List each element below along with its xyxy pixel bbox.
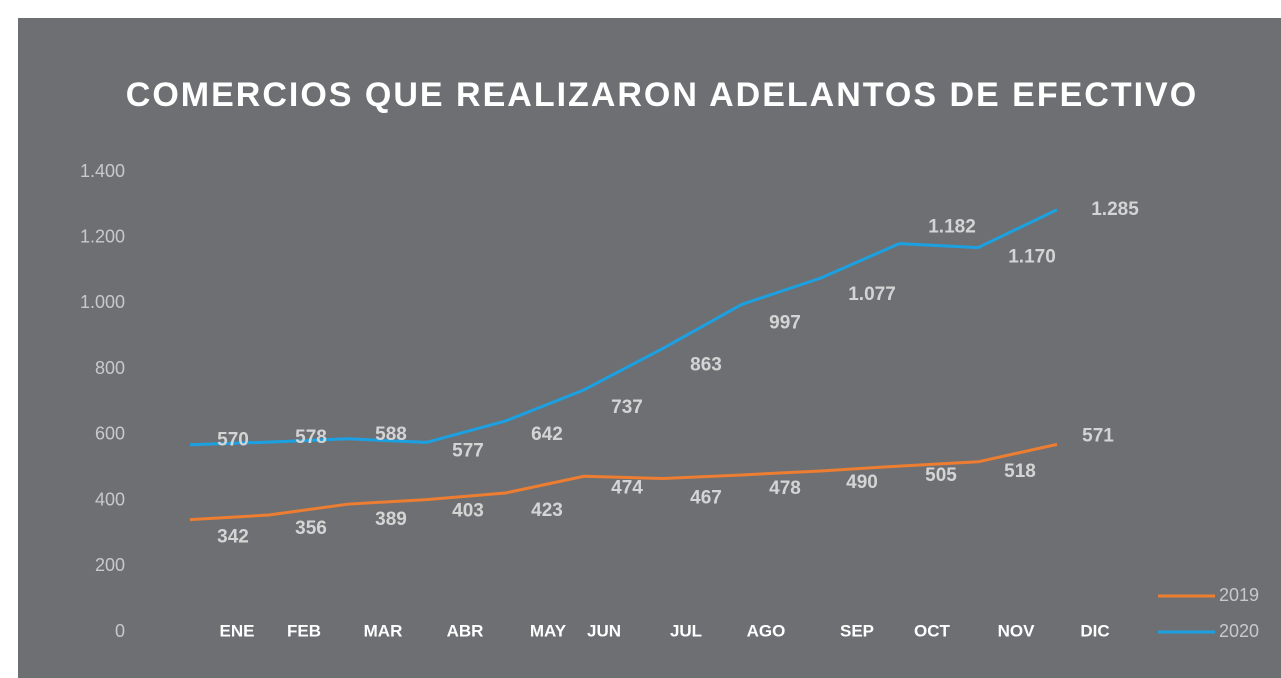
y-tick-label: 0	[115, 621, 125, 641]
data-label: 577	[452, 440, 484, 461]
data-label: 863	[690, 354, 722, 375]
y-tick-label: 400	[95, 489, 125, 509]
data-label: 737	[611, 397, 643, 418]
chart-panel	[18, 18, 1281, 678]
data-label: 642	[531, 424, 563, 445]
data-label: 518	[1004, 461, 1036, 482]
y-tick-label: 600	[95, 424, 125, 444]
x-tick-label: JUL	[670, 621, 702, 640]
data-label: 1.170	[1008, 247, 1056, 268]
y-tick-label: 1.200	[80, 226, 125, 246]
data-label: 389	[375, 509, 407, 530]
data-label: 1.285	[1091, 199, 1139, 220]
x-tick-label: MAY	[530, 621, 567, 640]
x-tick-label: DIC	[1080, 621, 1109, 640]
series-line	[189, 442, 1058, 522]
data-label: 1.182	[928, 217, 976, 238]
series-line	[189, 208, 1058, 447]
x-tick-label: OCT	[914, 621, 951, 640]
x-tick-label: SEP	[840, 621, 874, 640]
x-tick-label: ABR	[447, 621, 484, 640]
data-label: 356	[295, 518, 327, 539]
data-label: 342	[217, 527, 249, 548]
x-tick-label: FEB	[287, 621, 321, 640]
legend-label: 2019	[1219, 585, 1259, 605]
data-label: 467	[690, 488, 722, 509]
y-tick-label: 200	[95, 555, 125, 575]
data-label: 474	[611, 477, 643, 498]
chart-title: COMERCIOS QUE REALIZARON ADELANTOS DE EF…	[126, 76, 1198, 114]
y-tick-label: 1.400	[80, 161, 125, 181]
x-tick-label: NOV	[998, 621, 1036, 640]
x-tick-label: ENE	[220, 621, 255, 640]
x-tick-label: MAR	[364, 621, 403, 640]
y-tick-label: 1.000	[80, 292, 125, 312]
data-label: 423	[531, 500, 563, 521]
data-label: 505	[925, 465, 957, 486]
data-label: 478	[769, 478, 801, 499]
data-label: 490	[846, 472, 878, 493]
data-label: 571	[1082, 425, 1114, 446]
data-label: 588	[375, 424, 407, 445]
y-tick-label: 800	[95, 358, 125, 378]
data-label: 403	[452, 501, 484, 522]
data-label: 578	[295, 427, 327, 448]
x-tick-label: JUN	[587, 621, 621, 640]
data-label: 1.077	[848, 284, 896, 305]
x-tick-label: AGO	[747, 621, 786, 640]
legend-label: 2020	[1219, 621, 1259, 641]
data-label: 997	[769, 312, 801, 333]
data-label: 570	[217, 430, 249, 451]
